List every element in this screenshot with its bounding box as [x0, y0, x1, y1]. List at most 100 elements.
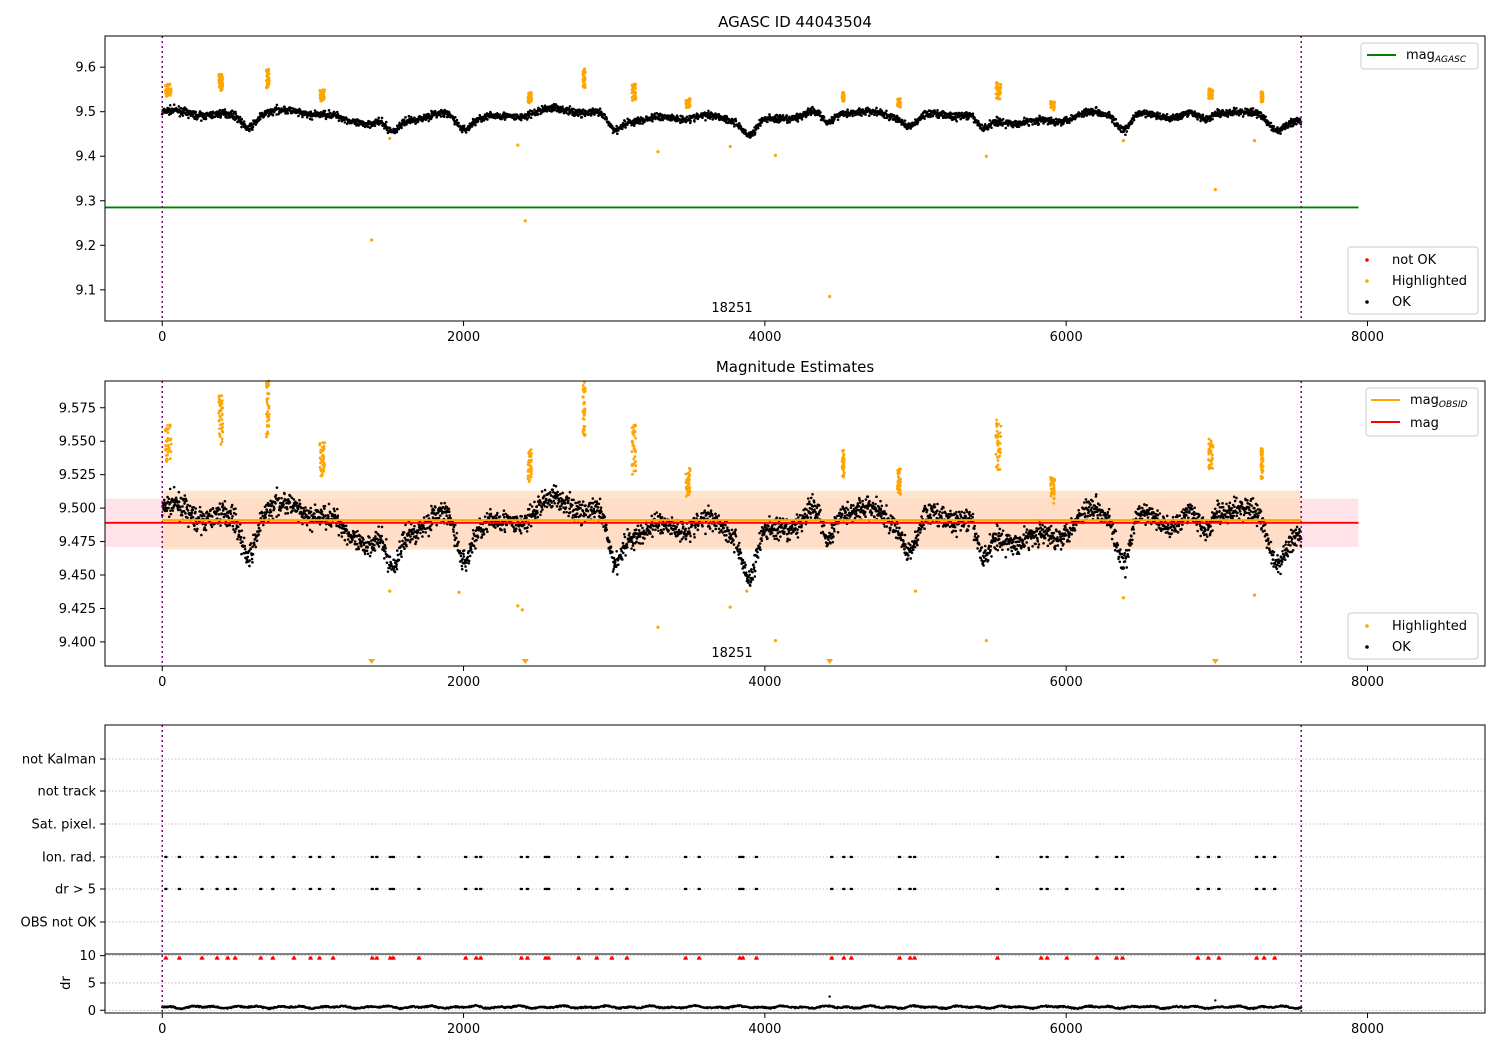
ok-point: [197, 516, 201, 520]
ok-point: [210, 515, 214, 518]
ok-point: [242, 536, 246, 540]
legend-highlighted-label: Highlighted: [1392, 274, 1467, 289]
highlighted-point: [267, 69, 271, 73]
ok-point: [461, 557, 464, 561]
ok-point: [753, 131, 757, 134]
ok-point: [416, 537, 420, 540]
highlighted-outlier: [656, 150, 660, 154]
ok-point: [307, 509, 311, 513]
ok-point: [447, 507, 451, 511]
ok-point: [875, 106, 878, 110]
ok-point: [192, 110, 196, 113]
highlighted-point: [996, 91, 1000, 95]
ok-point: [191, 113, 195, 117]
ok-point: [250, 557, 254, 561]
ok-point: [254, 123, 258, 126]
ok-point: [616, 132, 619, 136]
highlighted-outlier: [370, 238, 374, 242]
ok-point: [800, 118, 804, 121]
ok-point: [676, 115, 679, 119]
ok-point: [435, 523, 438, 527]
ok-point: [275, 103, 279, 107]
ok-point: [413, 524, 416, 528]
ok-point: [236, 525, 240, 529]
ok-point: [295, 501, 299, 505]
ok-point: [374, 535, 377, 538]
ok-point: [262, 523, 265, 527]
ok-point: [286, 511, 290, 515]
ok-point: [337, 533, 341, 537]
y-tick-label: 9.4: [75, 150, 96, 165]
ok-point: [218, 108, 222, 112]
highlighted-point: [1259, 100, 1263, 104]
ok-point: [549, 106, 553, 109]
ok-point: [836, 118, 840, 122]
ok-point: [864, 113, 867, 116]
ok-point: [384, 123, 387, 127]
ok-point: [632, 124, 636, 127]
legend-not-ok-label: not OK: [1392, 253, 1437, 268]
x-tick-label: 2000: [447, 330, 480, 345]
ok-point: [1114, 118, 1118, 121]
ok-point: [204, 523, 207, 527]
ok-point: [409, 535, 412, 538]
ok-point: [238, 115, 242, 119]
ok-point: [639, 122, 642, 125]
ok-point: [181, 114, 185, 117]
ok-point: [272, 507, 276, 511]
ok-point: [353, 540, 357, 543]
ok-point: [327, 113, 330, 117]
ok-point: [251, 552, 255, 556]
ok-point: [178, 505, 182, 509]
ok-point: [459, 551, 463, 555]
ok-point: [327, 109, 331, 112]
ok-point: [222, 515, 226, 519]
ok-point: [403, 541, 407, 544]
ok-point: [345, 528, 349, 532]
ok-point: [218, 508, 221, 511]
ok-point: [305, 523, 309, 527]
highlighted-point: [322, 90, 326, 94]
ok-point: [283, 492, 286, 496]
y-tick-label: 9.2: [75, 239, 96, 254]
ok-point: [529, 116, 533, 120]
ok-point: [476, 120, 480, 123]
legend-ok-label: OK: [1392, 295, 1411, 310]
ok-point: [219, 524, 222, 527]
ok-point: [254, 545, 258, 549]
ok-point: [271, 113, 275, 117]
ok-point: [464, 565, 467, 568]
ok-point: [277, 497, 281, 500]
ok-point: [404, 115, 407, 119]
ok-point: [540, 104, 544, 108]
ok-point: [1193, 110, 1196, 113]
ok-point: [407, 114, 411, 118]
ok-point: [385, 120, 388, 124]
ok-point: [1131, 120, 1134, 124]
ok-point: [180, 107, 183, 110]
ok-point: [462, 552, 465, 556]
ok-point: [217, 513, 221, 516]
ok-point: [228, 523, 232, 527]
ok-point: [248, 127, 252, 131]
ok-point: [169, 512, 173, 516]
ok-point: [214, 512, 218, 516]
highlighted-point: [631, 88, 634, 91]
agasc-panel-marks: [105, 36, 1359, 321]
highlighted-point: [169, 87, 173, 91]
ok-point: [1017, 125, 1021, 129]
ok-point: [400, 126, 403, 130]
ok-point: [232, 528, 235, 531]
ok-point: [439, 115, 443, 118]
ok-point: [240, 529, 244, 532]
ok-point: [169, 509, 172, 512]
ok-point: [1124, 133, 1127, 137]
ok-point: [1235, 107, 1238, 110]
ok-point: [460, 567, 464, 571]
ok-point: [240, 117, 244, 121]
ok-point: [744, 129, 747, 132]
ok-point: [279, 509, 282, 512]
ok-point: [368, 120, 371, 123]
ok-point: [300, 110, 303, 114]
ok-point: [313, 515, 317, 519]
